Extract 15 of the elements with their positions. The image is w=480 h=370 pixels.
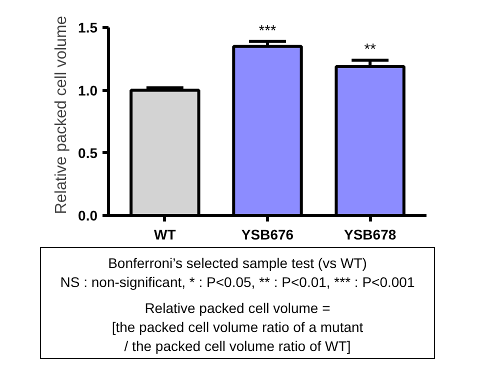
annotation: ***	[258, 22, 276, 40]
annotation: **	[364, 41, 376, 58]
x-tick-label: YSB676	[241, 226, 294, 242]
y-tick-label: 1.5	[78, 20, 98, 36]
y-tick-label: 0.0	[78, 208, 98, 224]
text: [the packed cell volume ratio of a mutant	[110, 318, 364, 337]
text: NS : non-significant, * : P<0.05, ** : P<0.01, *** : P<0.001	[60, 273, 415, 292]
x-tick-label: WT	[154, 226, 176, 242]
text: Bonferroni’s selected sample test (vs WT)	[107, 254, 368, 273]
text: / the packed cell volume ratio of WT]	[123, 337, 352, 356]
x-tick-label: YSB678	[344, 226, 396, 242]
text: Relative packed cell volume =	[144, 299, 332, 318]
y-tick-label: 1.0	[78, 82, 98, 98]
y-tick-label: 0.5	[78, 144, 98, 161]
y-axis-title: Relative packed cell volume	[53, 16, 70, 214]
